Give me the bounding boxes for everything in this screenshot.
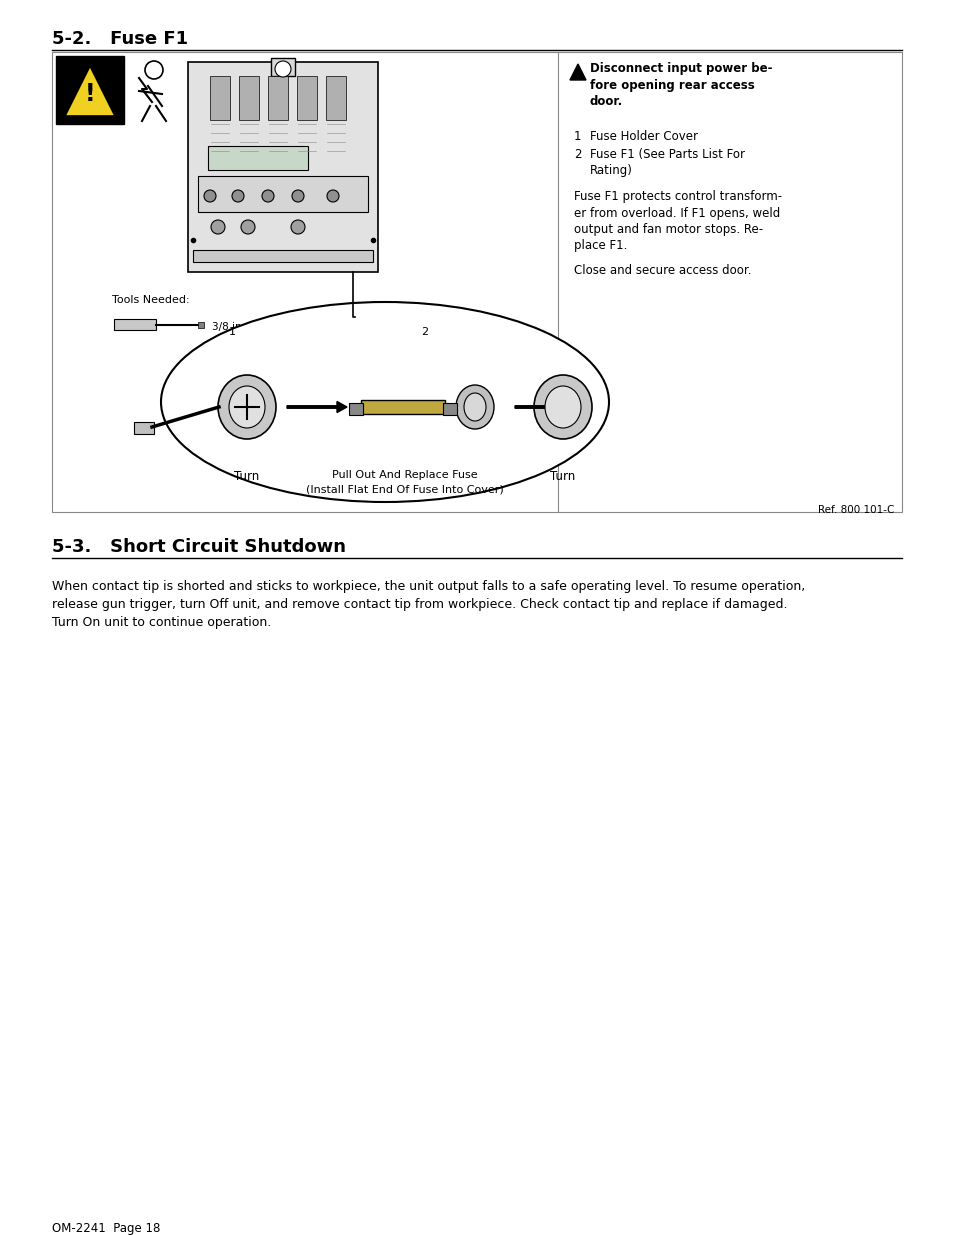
Text: OM-2241  Page 18: OM-2241 Page 18	[52, 1221, 160, 1235]
Bar	[442, 403, 456, 415]
Circle shape	[241, 220, 254, 233]
Text: Turn On unit to continue operation.: Turn On unit to continue operation.	[52, 616, 271, 629]
Bar	[198, 177, 368, 212]
Bar	[326, 77, 346, 120]
Ellipse shape	[161, 303, 608, 501]
Text: 2: 2	[574, 148, 581, 161]
Bar	[198, 322, 204, 329]
Bar	[193, 249, 373, 262]
Text: Close and secure access door.: Close and secure access door.	[574, 264, 751, 277]
Ellipse shape	[456, 385, 494, 429]
Text: Turn: Turn	[550, 471, 575, 483]
Bar	[210, 77, 230, 120]
Circle shape	[327, 190, 338, 203]
Circle shape	[274, 61, 291, 77]
Bar	[133, 422, 153, 433]
Bar	[52, 52, 901, 513]
Circle shape	[204, 190, 215, 203]
Text: Fuse Holder Cover: Fuse Holder Cover	[589, 130, 698, 143]
Circle shape	[292, 190, 304, 203]
Circle shape	[232, 190, 244, 203]
FancyArrow shape	[515, 401, 573, 412]
Bar	[349, 403, 363, 415]
FancyArrow shape	[287, 401, 347, 412]
Bar	[188, 62, 377, 272]
Polygon shape	[569, 64, 585, 80]
Text: 1: 1	[574, 130, 581, 143]
Bar	[208, 146, 308, 170]
Bar	[360, 400, 444, 414]
Ellipse shape	[544, 387, 580, 429]
Text: Tools Needed:: Tools Needed:	[112, 295, 190, 305]
Text: release gun trigger, turn Off unit, and remove contact tip from workpiece. Check: release gun trigger, turn Off unit, and …	[52, 598, 786, 611]
Text: 5-3.   Short Circuit Shutdown: 5-3. Short Circuit Shutdown	[52, 538, 346, 556]
Text: Pull Out And Replace Fuse: Pull Out And Replace Fuse	[332, 471, 477, 480]
Text: Fuse F1 (See Parts List For
Rating): Fuse F1 (See Parts List For Rating)	[589, 148, 744, 177]
Text: Fuse F1 protects control transform-
er from overload. If F1 opens, weld
output a: Fuse F1 protects control transform- er f…	[574, 190, 781, 252]
Text: When contact tip is shorted and sticks to workpiece, the unit output falls to a : When contact tip is shorted and sticks t…	[52, 580, 804, 593]
Text: Ref. 800 101-C: Ref. 800 101-C	[817, 505, 893, 515]
Text: 1: 1	[229, 327, 235, 337]
Circle shape	[211, 220, 225, 233]
Circle shape	[262, 190, 274, 203]
Bar	[268, 77, 288, 120]
Text: !: !	[85, 82, 95, 106]
Bar	[113, 319, 156, 330]
Ellipse shape	[218, 375, 275, 438]
Ellipse shape	[463, 393, 485, 421]
Bar	[271, 58, 294, 77]
Ellipse shape	[229, 387, 265, 429]
Text: Disconnect input power be-
fore opening rear access
door.: Disconnect input power be- fore opening …	[589, 62, 772, 107]
Bar	[239, 77, 258, 120]
Text: 5-2.   Fuse F1: 5-2. Fuse F1	[52, 30, 188, 48]
Bar	[56, 56, 124, 124]
Ellipse shape	[534, 375, 592, 438]
Polygon shape	[65, 65, 115, 116]
Text: 2: 2	[421, 327, 428, 337]
Text: 3/8 in: 3/8 in	[212, 322, 241, 332]
Text: Turn: Turn	[234, 471, 259, 483]
Bar	[296, 77, 316, 120]
Circle shape	[291, 220, 305, 233]
Text: (Install Flat End Of Fuse Into Cover): (Install Flat End Of Fuse Into Cover)	[306, 484, 503, 494]
